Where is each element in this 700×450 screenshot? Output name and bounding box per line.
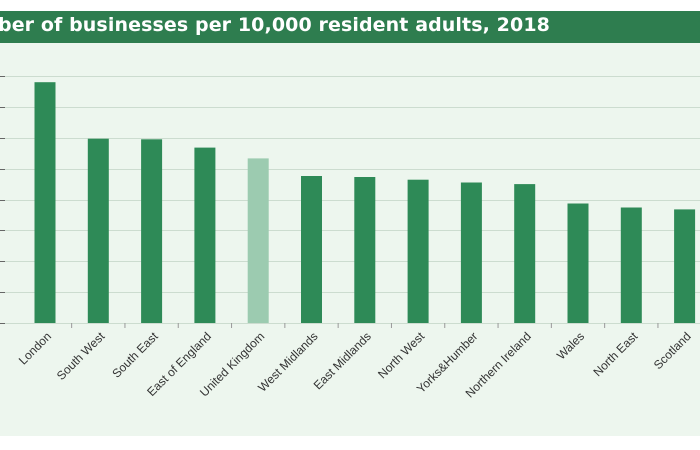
x-tick-label: North East bbox=[590, 329, 640, 379]
bar-united-kingdom bbox=[247, 158, 269, 323]
bar-north-west bbox=[407, 179, 429, 323]
bar-yorks-humber bbox=[460, 182, 482, 323]
bar-west-midlands bbox=[301, 176, 322, 323]
bar-scotland bbox=[674, 209, 696, 323]
bar-northern-ireland bbox=[514, 184, 536, 323]
gridlines bbox=[0, 76, 700, 328]
x-tick-label: South East bbox=[109, 329, 161, 381]
bar-south-east bbox=[141, 139, 163, 323]
chart-title: ber of businesses per 10,000 resident ad… bbox=[0, 14, 550, 36]
bar-east-midlands bbox=[354, 177, 376, 323]
x-tick-label: North West bbox=[375, 329, 428, 382]
bar-wales bbox=[567, 203, 589, 323]
bar-north-east bbox=[620, 207, 642, 323]
x-tick-label: South West bbox=[54, 329, 108, 383]
x-tick-label: London bbox=[16, 329, 54, 367]
x-tick-label: Wales bbox=[554, 329, 587, 362]
bar-south-west bbox=[87, 138, 109, 323]
x-tick-label: East Midlands bbox=[311, 329, 374, 392]
bar-east-of-england bbox=[194, 147, 216, 323]
bars bbox=[34, 82, 696, 323]
chart-title-bar: ber of businesses per 10,000 resident ad… bbox=[0, 11, 700, 43]
x-tick-label: Scotland bbox=[651, 329, 694, 372]
bar-london bbox=[34, 82, 56, 323]
